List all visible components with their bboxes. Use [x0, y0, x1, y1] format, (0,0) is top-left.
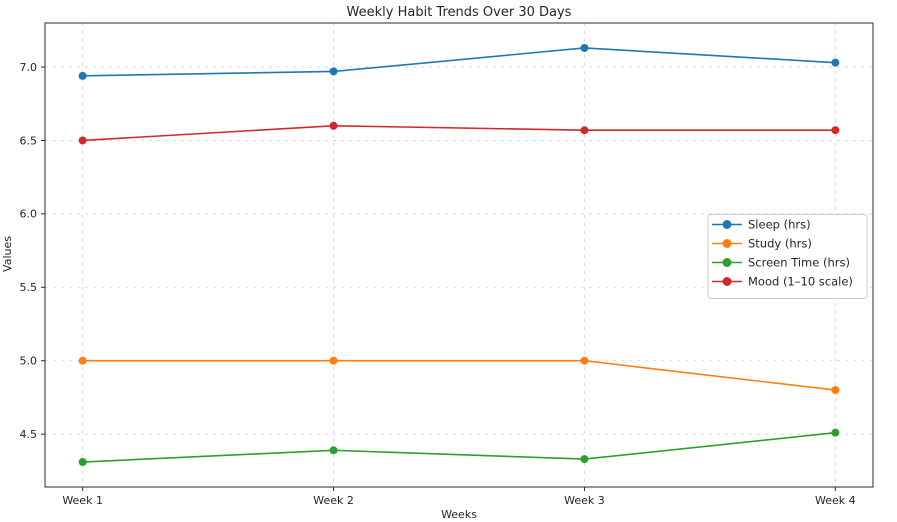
x-tick-label: Week 1	[62, 494, 103, 507]
data-point	[831, 58, 840, 67]
legend-marker-dot	[722, 239, 732, 248]
data-point	[831, 428, 840, 437]
series-line	[82, 124, 836, 142]
legend-item: Sleep (hrs)	[712, 218, 811, 232]
legend-label: Sleep (hrs)	[748, 218, 811, 232]
legend-item: Screen Time (hrs)	[712, 256, 850, 270]
x-axis-label: Weeks	[441, 508, 477, 521]
series-line	[82, 359, 836, 391]
y-tick-label: 6.5	[20, 134, 38, 147]
plot-area: 4.5 5.0 5.5 6.0 6.5 7.0 Week 1 Week 2 Week 3 Week…	[20, 22, 874, 507]
x-tick-label: Week 4	[815, 494, 856, 507]
data-point	[78, 356, 87, 365]
data-point	[580, 43, 589, 52]
data-point	[78, 71, 87, 80]
y-tick-label: 7.0	[20, 61, 38, 74]
x-tick-label: Week 3	[564, 494, 605, 507]
axes-frame	[44, 22, 874, 488]
data-point	[329, 356, 338, 365]
legend-label: Screen Time (hrs)	[748, 256, 850, 270]
data-point	[329, 67, 338, 76]
data-point	[831, 386, 840, 395]
series-line	[82, 47, 836, 77]
y-tick-label: 5.5	[20, 281, 38, 294]
data-point	[580, 126, 589, 135]
legend-marker-dot	[722, 277, 732, 286]
chart-title: Weekly Habit Trends Over 30 Days	[347, 5, 572, 20]
data-point	[580, 356, 589, 365]
data-point	[329, 446, 338, 455]
y-tick-label: 4.5	[20, 428, 38, 441]
data-point	[831, 126, 840, 135]
data-point	[78, 458, 87, 467]
legend-item: Mood (1–10 scale)	[712, 275, 853, 289]
legend-marker-dot	[722, 220, 732, 229]
legend-item: Study (hrs)	[712, 237, 812, 251]
y-tick-label: 5.0	[20, 355, 38, 368]
data-point	[329, 121, 338, 130]
legend-label: Study (hrs)	[748, 237, 812, 251]
legend: Sleep (hrs) Study (hrs) Screen Time (hrs) M…	[707, 214, 868, 299]
series-line	[82, 431, 836, 463]
legend-marker-dot	[722, 258, 732, 267]
y-axis-label: Values	[1, 236, 14, 272]
data-point	[580, 455, 589, 464]
legend-box	[707, 214, 868, 299]
x-tick-label: Week 2	[313, 494, 354, 507]
y-tick-label: 6.0	[20, 208, 38, 221]
legend-label: Mood (1–10 scale)	[748, 275, 853, 289]
data-point	[78, 136, 87, 145]
